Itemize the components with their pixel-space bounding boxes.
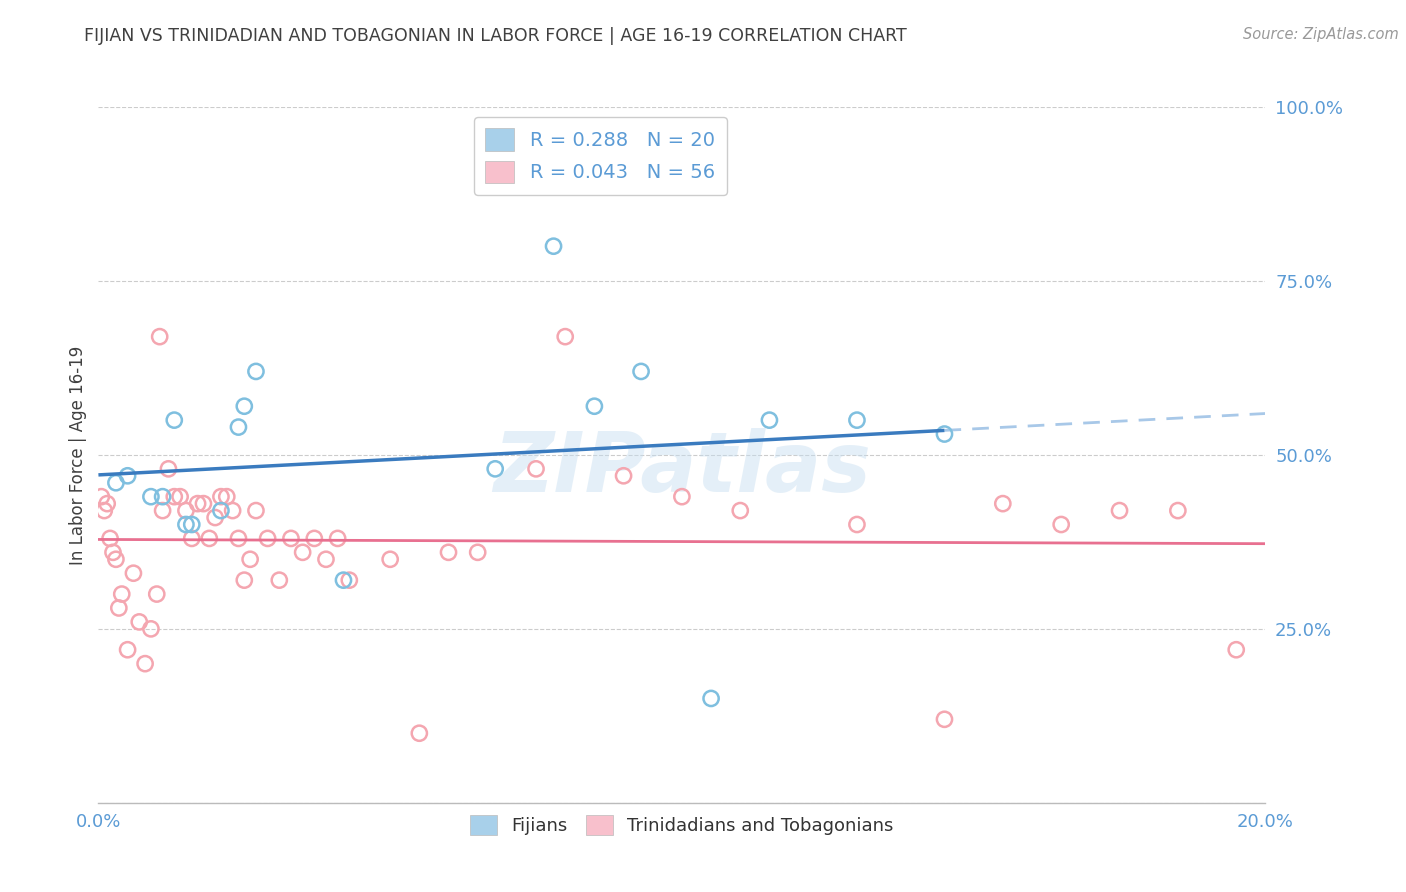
Point (157, 462, 180, 476)
Point (934, 427, 956, 442)
Point (198, 532, 221, 546)
Point (96, 497, 118, 511)
Point (326, 532, 349, 546)
Point (233, 399, 256, 413)
Point (174, 517, 197, 532)
Legend: Fijians, Trinidadians and Tobagonians: Fijians, Trinidadians and Tobagonians (463, 808, 901, 842)
Point (193, 497, 215, 511)
Point (128, 615, 150, 629)
Point (204, 510, 226, 524)
Point (163, 413, 186, 427)
Point (111, 587, 134, 601)
Point (108, 601, 131, 615)
Point (583, 399, 606, 413)
Point (700, 691, 723, 706)
Point (122, 566, 145, 581)
Point (256, 532, 278, 546)
Point (846, 517, 869, 532)
Text: ZIPatlas: ZIPatlas (494, 428, 870, 509)
Point (104, 475, 127, 490)
Point (758, 413, 780, 427)
Point (613, 468, 636, 483)
Point (134, 657, 156, 671)
Point (215, 490, 238, 504)
Point (117, 642, 139, 657)
Point (1050, 517, 1073, 532)
Point (187, 497, 209, 511)
Point (730, 503, 752, 517)
Point (139, 622, 162, 636)
Point (221, 503, 243, 517)
Text: Source: ZipAtlas.com: Source: ZipAtlas.com (1243, 27, 1399, 42)
Point (146, 587, 169, 601)
Point (233, 573, 256, 587)
Point (1108, 503, 1130, 517)
Point (93, 503, 115, 517)
Point (437, 545, 460, 559)
Point (1225, 642, 1247, 657)
Point (139, 490, 162, 504)
Point (991, 497, 1014, 511)
Point (169, 490, 191, 504)
Point (152, 503, 174, 517)
Text: FIJIAN VS TRINIDADIAN AND TOBAGONIAN IN LABOR FORCE | AGE 16-19 CORRELATION CHAR: FIJIAN VS TRINIDADIAN AND TOBAGONIAN IN … (84, 27, 907, 45)
Point (245, 503, 267, 517)
Point (174, 503, 197, 517)
Point (484, 462, 506, 476)
Point (163, 490, 186, 504)
Point (332, 573, 354, 587)
Point (239, 552, 262, 566)
Point (228, 532, 250, 546)
Point (180, 517, 202, 532)
Point (149, 329, 172, 343)
Point (467, 545, 489, 559)
Point (280, 532, 302, 546)
Point (1167, 503, 1189, 517)
Point (846, 413, 869, 427)
Point (304, 532, 326, 546)
Point (315, 552, 337, 566)
Point (408, 726, 430, 740)
Point (291, 545, 314, 559)
Point (117, 468, 139, 483)
Point (152, 490, 174, 504)
Point (554, 329, 576, 343)
Point (98, 532, 121, 546)
Point (671, 490, 693, 504)
Point (630, 364, 652, 378)
Point (180, 532, 202, 546)
Point (228, 420, 250, 434)
Point (101, 545, 124, 559)
Point (209, 503, 232, 517)
Point (104, 552, 127, 566)
Point (209, 490, 232, 504)
Point (934, 712, 956, 726)
Point (337, 573, 360, 587)
Point (269, 573, 291, 587)
Point (524, 462, 547, 476)
Point (245, 364, 267, 378)
Point (90, 490, 112, 504)
Point (380, 552, 402, 566)
Point (543, 239, 565, 253)
Y-axis label: In Labor Force | Age 16-19: In Labor Force | Age 16-19 (69, 345, 87, 565)
